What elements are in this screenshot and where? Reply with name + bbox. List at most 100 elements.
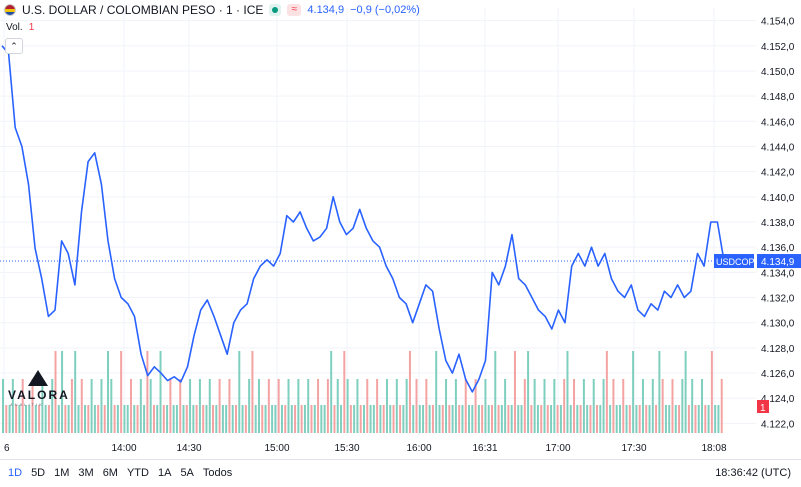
range-1d[interactable]: 1D xyxy=(8,467,23,479)
volume-bar xyxy=(691,379,694,433)
volume-bar xyxy=(425,379,428,433)
volume-bar xyxy=(107,351,110,433)
volume-bar xyxy=(431,405,434,433)
volume-bar xyxy=(51,379,54,433)
volume-bar xyxy=(366,379,369,433)
volume-bar xyxy=(212,405,215,433)
volume-bar xyxy=(520,405,523,433)
volume-bar xyxy=(300,405,303,433)
price-tick-label: 4.150,0 xyxy=(761,67,795,78)
volume-bar xyxy=(484,379,487,433)
volume-bar xyxy=(517,405,520,433)
volume-bar xyxy=(468,405,471,433)
price-tick-label: 4.136,0 xyxy=(761,243,795,254)
time-tick-label: 14:30 xyxy=(176,443,201,454)
volume-bar xyxy=(323,405,326,433)
price-chart[interactable]: 4.154,0 4.152,0 4.150,0 4.148,0 4.146,0 4.144… xyxy=(0,0,801,458)
volume-bar xyxy=(684,351,687,433)
volume-bar xyxy=(97,405,100,433)
volume-bar xyxy=(510,405,513,433)
range-3m[interactable]: 3M xyxy=(78,467,94,479)
volume-bar xyxy=(244,405,247,433)
volume-bar xyxy=(412,405,415,433)
volume-bar xyxy=(103,405,106,433)
volume-bar xyxy=(586,405,589,433)
volume-bar xyxy=(533,379,536,433)
volume-bar xyxy=(625,405,628,433)
market-status-icon[interactable] xyxy=(269,4,282,16)
range-1a[interactable]: 1A xyxy=(157,467,172,479)
logo-mark-icon xyxy=(28,370,48,386)
logo-name: VALORA xyxy=(8,388,70,402)
price-tick-label: 4.126,0 xyxy=(761,369,795,380)
volume-bar xyxy=(353,405,356,433)
realtime-wave-icon[interactable]: ≈ xyxy=(287,4,302,16)
volume-bar xyxy=(405,379,408,433)
volume-bar xyxy=(221,405,224,433)
volume-bar xyxy=(254,405,257,433)
volume-bar xyxy=(635,405,638,433)
volume-legend[interactable]: Vol. 1 xyxy=(6,22,34,33)
volume-bar xyxy=(195,405,198,433)
header-change: −0,9 (−0,02%) xyxy=(350,4,420,16)
volume-bar xyxy=(271,405,274,433)
volume-bar xyxy=(225,405,228,433)
volume-bar xyxy=(497,405,500,433)
volume-bar xyxy=(11,379,14,433)
volume-bar xyxy=(576,405,579,433)
volume-bar xyxy=(90,379,93,433)
volume-bar xyxy=(543,379,546,433)
volume-bar xyxy=(569,405,572,433)
volume-bar xyxy=(330,351,333,433)
volume-bar xyxy=(438,405,441,433)
volume-bar xyxy=(645,405,648,433)
volume-bar xyxy=(697,405,700,433)
range-ytd[interactable]: YTD xyxy=(126,467,149,479)
range-1m[interactable]: 1M xyxy=(54,467,70,479)
volume-bar xyxy=(471,405,474,433)
price-series xyxy=(0,45,756,393)
volume-bar xyxy=(566,351,569,433)
symbol-title[interactable]: U.S. DOLLAR / COLOMBIAN PESO · 1 · ICE xyxy=(22,3,264,17)
volume-bar xyxy=(93,405,96,433)
flag-icon xyxy=(4,4,16,16)
volume-bar xyxy=(422,405,425,433)
time-axis: 6 14:00 14:30 15:00 15:30 16:00 16:31 17:00 17:3… xyxy=(4,443,727,454)
volume-bar xyxy=(326,379,329,433)
volume-bar xyxy=(24,405,27,433)
volume-badge-label: 1 xyxy=(760,403,766,414)
volume-bar xyxy=(664,405,667,433)
volume-bar xyxy=(162,405,165,433)
volume-bar xyxy=(359,405,362,433)
range-5d[interactable]: 5D xyxy=(31,467,46,479)
volume-bar xyxy=(707,405,710,433)
volume-bar xyxy=(251,351,254,433)
volume-bar xyxy=(546,405,549,433)
volume-bar xyxy=(277,379,280,433)
volume-bar xyxy=(553,379,556,433)
price-tick-label: 4.128,0 xyxy=(761,344,795,355)
volume-bar xyxy=(156,405,159,433)
price-tick-label: 4.122,0 xyxy=(761,419,795,430)
volume-bar xyxy=(494,351,497,433)
price-line xyxy=(1,45,725,393)
volume-bar xyxy=(248,379,251,433)
chevron-up-icon[interactable]: ⌃ xyxy=(5,38,23,54)
volume-bar xyxy=(458,405,461,433)
range-6m[interactable]: 6M xyxy=(102,467,118,479)
volume-bar xyxy=(284,405,287,433)
volume-bar xyxy=(2,379,4,433)
volume-bar xyxy=(34,405,37,433)
valora-logo: VALORA ANALITIK xyxy=(8,370,68,408)
volume-bar xyxy=(126,405,129,433)
volume-bar xyxy=(64,405,67,433)
range-5a[interactable]: 5A xyxy=(180,467,194,479)
range-todos[interactable]: Todos xyxy=(202,467,233,479)
volume-bar xyxy=(369,405,372,433)
volume-bar xyxy=(678,405,681,433)
range-selector: 1D 5D 1M 3M 6M YTD 1A 5A Todos xyxy=(8,467,232,479)
volume-bar xyxy=(451,405,454,433)
volume-bar xyxy=(313,405,316,433)
chart-header: U.S. DOLLAR / COLOMBIAN PESO · 1 · ICE ≈… xyxy=(4,2,420,18)
clock[interactable]: 18:36:42 (UTC) xyxy=(715,467,791,479)
